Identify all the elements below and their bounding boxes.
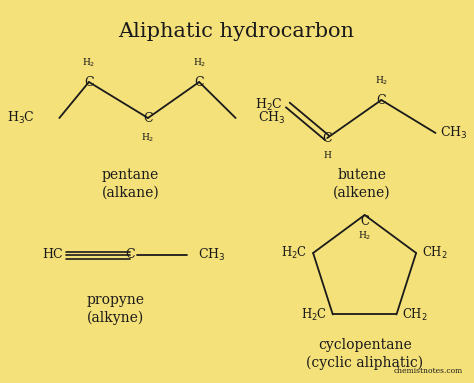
Text: H$_2$: H$_2$ [141,131,155,144]
Text: H$_3$C: H$_3$C [7,110,35,126]
Text: HC: HC [43,249,64,262]
Text: H$_2$C: H$_2$C [301,306,327,322]
Text: H: H [323,151,331,160]
Text: C: C [376,93,386,106]
Text: C: C [360,215,369,228]
Text: C: C [84,75,94,88]
Text: H$_2$: H$_2$ [192,57,206,69]
Text: C: C [143,111,153,124]
Text: chemistnotes.com: chemistnotes.com [394,367,463,375]
Text: (alkyne): (alkyne) [87,311,144,325]
Text: CH$_3$: CH$_3$ [198,247,226,263]
Text: H$_2$: H$_2$ [358,229,371,242]
Text: pentane: pentane [101,168,159,182]
Text: C: C [322,131,332,144]
Text: propyne: propyne [86,293,145,307]
Text: CH$_2$: CH$_2$ [402,306,428,322]
Text: butene: butene [337,168,386,182]
Text: (alkene): (alkene) [333,186,391,200]
Text: H$_2$: H$_2$ [82,57,96,69]
Text: CH$_3$: CH$_3$ [258,110,286,126]
Text: Aliphatic hydrocarbon: Aliphatic hydrocarbon [118,22,354,41]
Text: cyclopentane: cyclopentane [318,338,411,352]
Text: H$_2$C: H$_2$C [255,97,283,113]
Text: C: C [126,249,135,262]
Text: CH$_3$: CH$_3$ [440,125,468,141]
Text: C: C [194,75,204,88]
Text: CH$_2$: CH$_2$ [422,245,448,261]
Text: (alkane): (alkane) [101,186,159,200]
Text: H$_2$: H$_2$ [375,75,388,87]
Text: (cyclic aliphatic): (cyclic aliphatic) [306,356,423,370]
Text: H$_2$C: H$_2$C [281,245,307,261]
